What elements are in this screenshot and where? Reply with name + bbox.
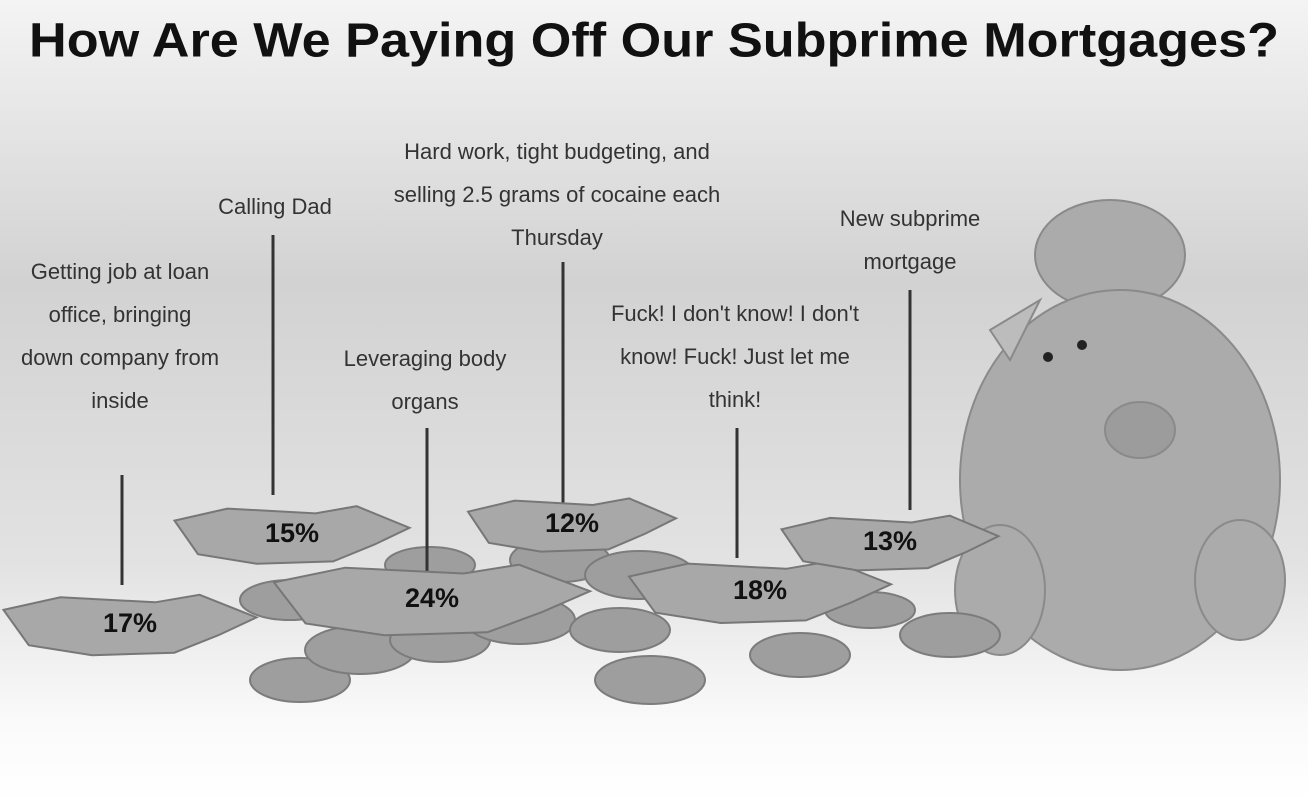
coin [570, 608, 670, 652]
value-label: 15% [265, 518, 319, 548]
value-label: 18% [733, 575, 787, 605]
value-label: 24% [405, 583, 459, 613]
value-label: 12% [545, 508, 599, 538]
category-label: Leveraging body organs [340, 337, 510, 423]
category-label: New subprime mortgage [810, 197, 1010, 283]
infographic: How Are We Paying Off Our Subprime Mortg… [0, 0, 1308, 802]
chart-title: How Are We Paying Off Our Subprime Mortg… [29, 15, 1279, 68]
value-label: 13% [863, 526, 917, 556]
coin [595, 656, 705, 704]
category-label: Getting job at loan office, bringing dow… [20, 250, 220, 422]
coin [900, 613, 1000, 657]
category-label: Fuck! I don't know! I don't know! Fuck! … [600, 292, 870, 421]
value-label: 17% [103, 608, 157, 638]
category-label: Calling Dad [175, 185, 375, 228]
coin [750, 633, 850, 677]
category-label: Hard work, tight budgeting, and selling … [377, 130, 737, 259]
